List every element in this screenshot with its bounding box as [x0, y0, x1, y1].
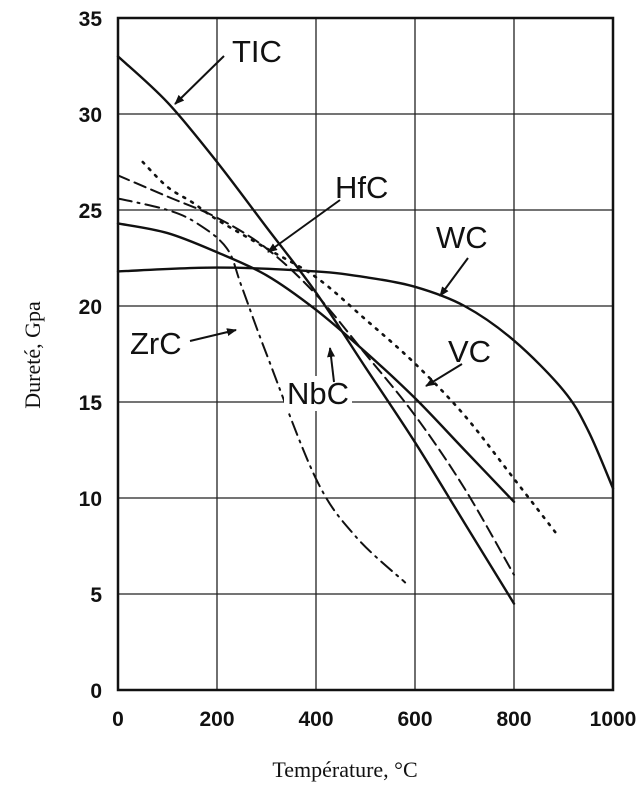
- arrow-tic: [174, 55, 225, 105]
- x-tick-label-1000: 1000: [590, 708, 637, 731]
- arrow-nbc: [327, 347, 336, 383]
- y-tick-label-10: 10: [79, 488, 102, 511]
- series-line-wc: [116, 266, 615, 490]
- series-label-wc: WC: [436, 220, 488, 255]
- y-tick-label-25: 25: [79, 200, 103, 223]
- series-label-vc: VC: [448, 334, 491, 369]
- x-tick-label-400: 400: [298, 708, 333, 731]
- x-tick-label-200: 200: [199, 708, 234, 731]
- series-line-tic: [116, 55, 516, 605]
- label-bg-vc: [445, 334, 495, 369]
- plot-frame: [116, 16, 615, 692]
- series-line-hfc: [117, 174, 515, 576]
- label-bg-tic: [229, 34, 285, 69]
- label-bg-wc: [433, 220, 491, 255]
- y-tick-label-0: 0: [90, 680, 102, 703]
- arrow-hfc: [267, 199, 341, 253]
- y-tick-label-20: 20: [79, 296, 102, 319]
- series-line-nbc: [116, 222, 516, 504]
- y-tick-label-5: 5: [90, 584, 102, 607]
- x-axis-title: Température, °C: [272, 757, 417, 782]
- series-line-vc: [141, 160, 560, 538]
- arrow-vc: [425, 363, 463, 387]
- label-bg-nbc: [284, 376, 353, 411]
- y-axis-title: Dureté, Gpa: [20, 301, 45, 409]
- x-tick-label-600: 600: [397, 708, 432, 731]
- y-tick-label-30: 30: [79, 104, 102, 127]
- label-bg-hfc: [332, 170, 392, 205]
- x-tick-label-0: 0: [112, 708, 124, 731]
- y-tick-label-15: 15: [79, 392, 103, 415]
- series-label-hfc: HfC: [335, 170, 388, 205]
- series-label-nbc: NbC: [287, 376, 349, 411]
- arrow-wc: [439, 257, 469, 297]
- x-tick-label-800: 800: [496, 708, 531, 731]
- arrow-zrc: [189, 328, 237, 342]
- label-bg-zrc: [127, 326, 185, 361]
- series-line-zrc: [117, 197, 407, 584]
- y-tick-label-35: 35: [79, 8, 103, 31]
- series-label-tic: TIC: [232, 34, 282, 69]
- series-label-zrc: ZrC: [130, 326, 182, 361]
